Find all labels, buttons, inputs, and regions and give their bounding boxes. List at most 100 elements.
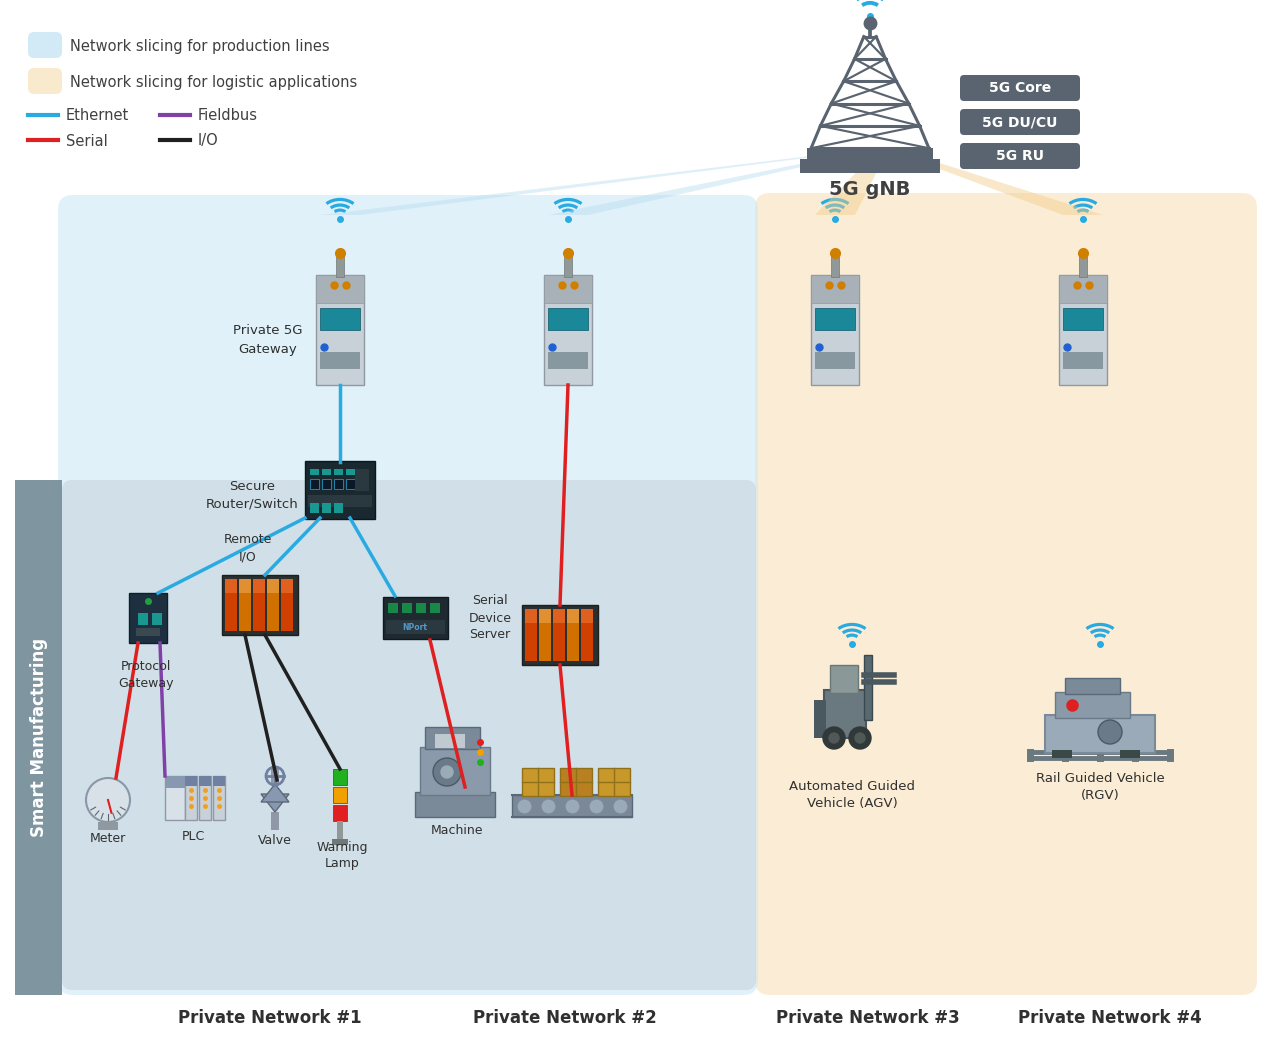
Bar xyxy=(221,575,298,635)
Bar xyxy=(337,821,343,841)
Text: Network slicing for production lines: Network slicing for production lines xyxy=(70,40,330,54)
Bar xyxy=(355,469,369,491)
Bar xyxy=(385,620,444,634)
Bar xyxy=(435,734,465,748)
Bar xyxy=(539,609,550,661)
Bar xyxy=(316,275,364,385)
Bar xyxy=(316,275,364,302)
Bar xyxy=(525,609,538,661)
Bar xyxy=(567,609,579,661)
Circle shape xyxy=(823,727,845,749)
Bar xyxy=(186,776,197,786)
Text: I/O: I/O xyxy=(198,134,219,148)
Bar xyxy=(186,776,197,820)
Bar xyxy=(198,776,211,786)
Bar xyxy=(323,469,332,475)
FancyBboxPatch shape xyxy=(960,75,1080,101)
Circle shape xyxy=(442,766,453,778)
Bar xyxy=(165,776,186,820)
Bar xyxy=(824,690,867,738)
Bar xyxy=(333,804,347,821)
Bar xyxy=(812,275,859,385)
Circle shape xyxy=(86,778,131,822)
Text: Machine: Machine xyxy=(431,824,484,836)
Text: NPort: NPort xyxy=(402,623,428,631)
FancyBboxPatch shape xyxy=(28,68,61,94)
Bar xyxy=(544,275,591,302)
Bar xyxy=(320,308,360,330)
Bar xyxy=(334,479,343,489)
Bar xyxy=(1052,750,1073,758)
Bar xyxy=(310,479,319,489)
Bar xyxy=(522,768,554,796)
Bar xyxy=(165,776,186,789)
Bar xyxy=(564,257,572,277)
Bar xyxy=(253,579,265,631)
Text: Private Network #2: Private Network #2 xyxy=(474,1009,657,1027)
Text: Private 5G
Gateway: Private 5G Gateway xyxy=(233,324,303,356)
Bar xyxy=(430,603,439,613)
Polygon shape xyxy=(320,150,870,215)
Bar xyxy=(323,479,332,489)
Bar xyxy=(129,593,166,642)
Bar xyxy=(567,609,579,623)
Bar xyxy=(561,768,591,796)
Bar xyxy=(282,579,293,631)
Bar xyxy=(332,839,348,845)
Text: Protocol
Gateway: Protocol Gateway xyxy=(118,660,174,690)
Bar xyxy=(333,770,347,785)
Bar xyxy=(253,579,265,593)
Polygon shape xyxy=(261,794,289,812)
Text: Fieldbus: Fieldbus xyxy=(198,108,259,123)
Bar xyxy=(548,351,588,368)
Circle shape xyxy=(829,733,838,743)
Text: 5G gNB: 5G gNB xyxy=(829,180,910,199)
Bar xyxy=(416,603,425,613)
Bar xyxy=(808,148,933,160)
Bar xyxy=(829,665,858,693)
Text: Meter: Meter xyxy=(90,832,127,845)
Bar xyxy=(1055,692,1130,718)
Text: Smart Manufacturing: Smart Manufacturing xyxy=(29,637,49,836)
Bar xyxy=(335,257,344,277)
Bar xyxy=(239,579,251,593)
Bar xyxy=(323,503,332,513)
Polygon shape xyxy=(548,150,878,215)
Bar xyxy=(282,579,293,593)
Bar xyxy=(553,609,564,661)
Bar xyxy=(388,603,398,613)
Bar xyxy=(268,579,279,631)
Bar xyxy=(425,727,480,749)
Text: Secure
Router/Switch: Secure Router/Switch xyxy=(206,480,298,510)
Bar xyxy=(1120,750,1140,758)
Bar xyxy=(581,609,593,661)
Bar xyxy=(814,700,826,738)
Bar xyxy=(198,776,211,820)
Bar xyxy=(358,469,367,475)
Bar xyxy=(310,469,319,475)
Text: Network slicing for logistic applications: Network slicing for logistic application… xyxy=(70,75,357,91)
Bar xyxy=(815,308,855,330)
Bar xyxy=(1062,351,1103,368)
Bar xyxy=(864,655,872,720)
Bar xyxy=(152,613,163,625)
Bar xyxy=(1079,257,1087,277)
Bar xyxy=(598,768,630,796)
Text: Ethernet: Ethernet xyxy=(67,108,129,123)
Bar xyxy=(548,308,588,330)
Text: Private Network #3: Private Network #3 xyxy=(776,1009,960,1027)
Bar xyxy=(305,461,375,519)
Bar xyxy=(420,747,490,795)
Bar xyxy=(334,469,343,475)
Bar xyxy=(212,776,225,786)
Text: Automated Guided
Vehicle (AGV): Automated Guided Vehicle (AGV) xyxy=(788,780,915,810)
Bar xyxy=(800,160,940,173)
Bar xyxy=(581,609,593,623)
Text: Private Network #4: Private Network #4 xyxy=(1018,1009,1202,1027)
Bar xyxy=(1059,275,1107,385)
Bar xyxy=(15,480,61,995)
Bar xyxy=(415,792,495,817)
Bar xyxy=(512,795,632,817)
Text: 5G DU/CU: 5G DU/CU xyxy=(982,115,1057,129)
Circle shape xyxy=(433,758,461,786)
